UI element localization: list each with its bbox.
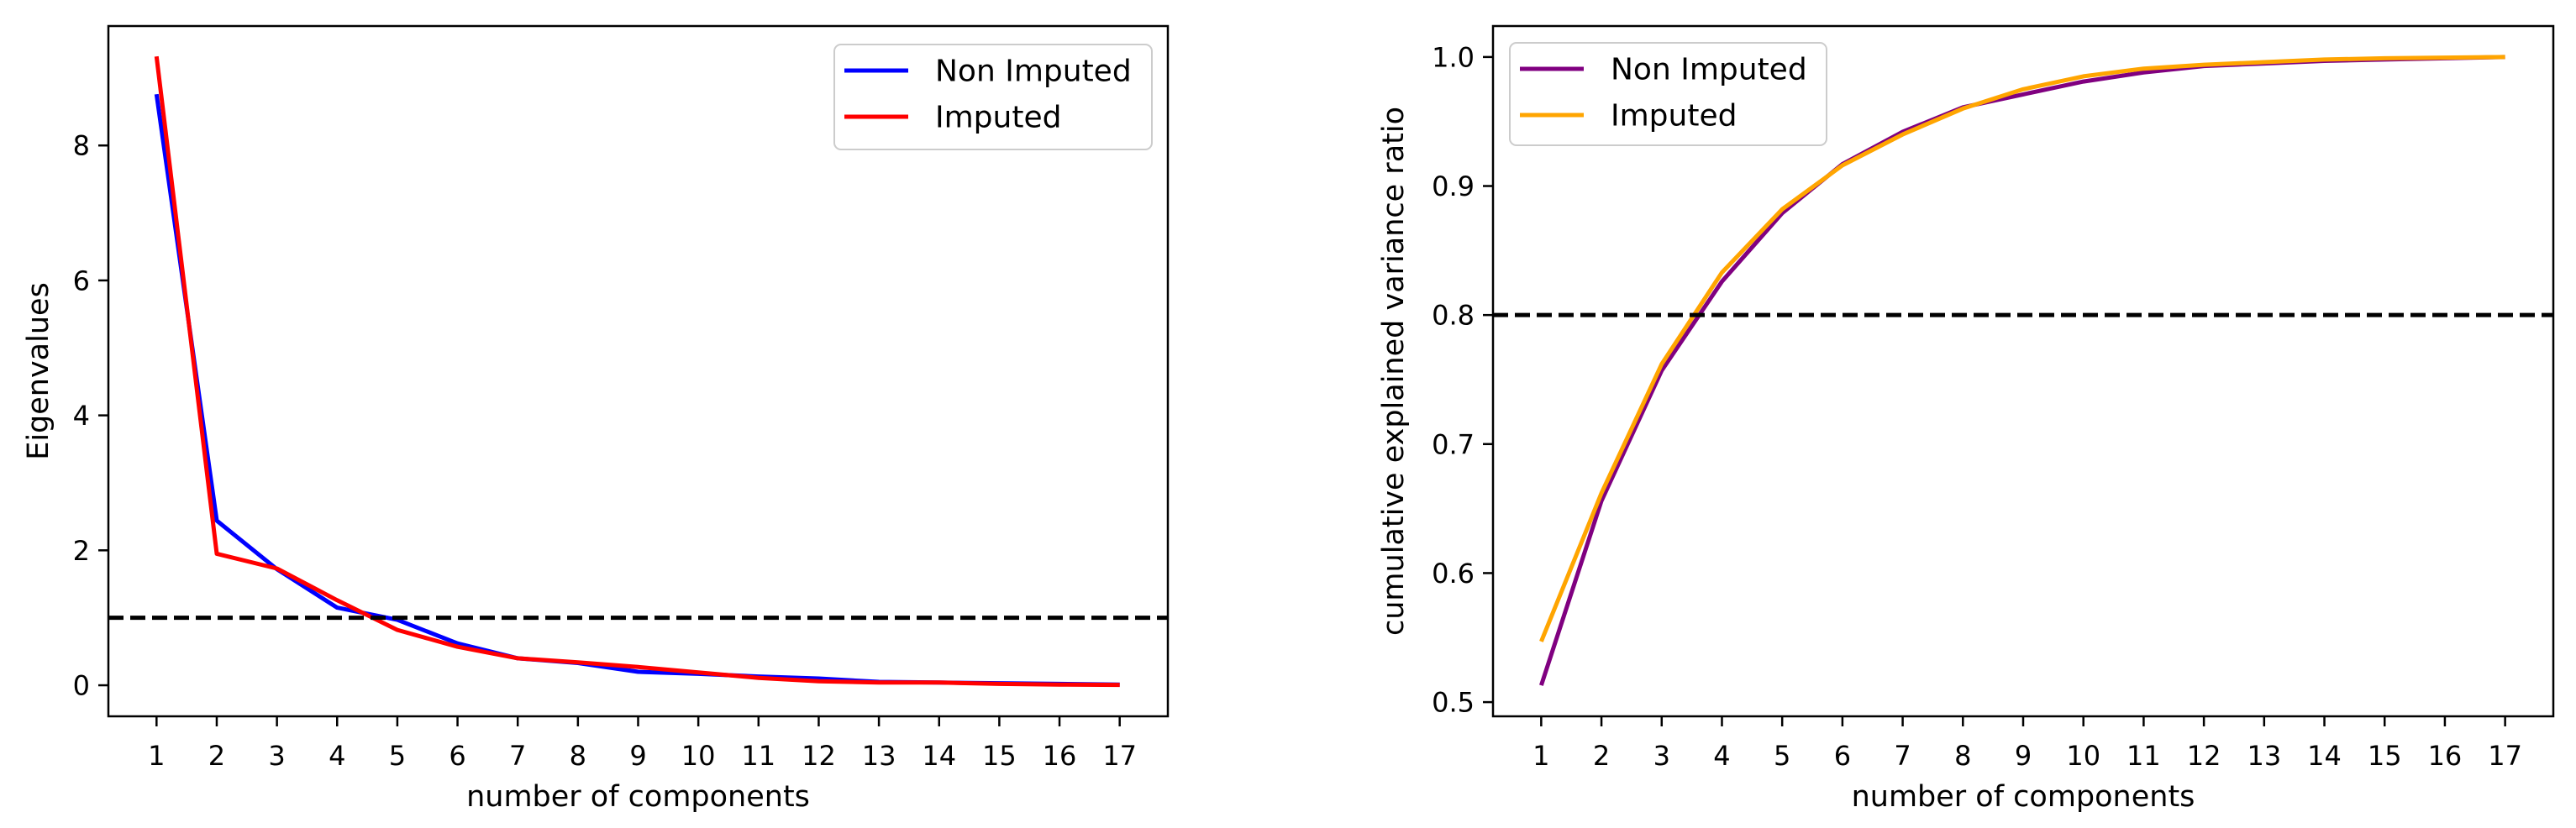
- x-tick-label: 7: [1894, 740, 1911, 772]
- x-tick-label: 12: [802, 740, 836, 772]
- x-tick-label: 11: [741, 740, 775, 772]
- x-tick-label: 4: [329, 740, 345, 772]
- legend-label-imputed: Imputed: [935, 101, 1061, 135]
- x-tick-label: 8: [570, 740, 586, 772]
- series-line-imputed: [1539, 55, 2505, 642]
- x-tick-label: 5: [1774, 740, 1790, 772]
- x-tick-label: 10: [2066, 740, 2100, 772]
- legend: Non Imputed Imputed: [1509, 42, 1827, 146]
- legend-box: [1509, 42, 1827, 146]
- y-tick-label: 6: [73, 265, 90, 296]
- x-tick-label: 14: [2307, 740, 2342, 772]
- x-tick-label: 4: [1713, 740, 1730, 772]
- y-tick-label: 0.8: [1432, 300, 1475, 332]
- y-tick-label: 0.6: [1432, 558, 1475, 590]
- x-tick-label: 13: [862, 740, 896, 772]
- legend: Non Imputed Imputed: [833, 44, 1153, 150]
- y-tick-label: 0: [73, 670, 90, 702]
- legend-label-non-imputed: Non Imputed: [1611, 53, 1807, 87]
- y-tick-label: 1.0: [1432, 41, 1475, 73]
- x-tick-label: 13: [2247, 740, 2281, 772]
- x-tick-label: 15: [2368, 740, 2402, 772]
- x-tick-label: 2: [208, 740, 225, 772]
- x-tick-label: 10: [681, 740, 716, 772]
- x-tick-label: 9: [629, 740, 646, 772]
- x-tick-label: 11: [2127, 740, 2161, 772]
- legend-box: [833, 44, 1153, 150]
- y-axis-label: cumulative explained variance ratio: [1377, 107, 1411, 636]
- x-tick-label: 1: [1532, 740, 1549, 772]
- x-axis-label: number of components: [1852, 780, 2195, 814]
- x-tick-label: 3: [1653, 740, 1670, 772]
- series-line-imputed: [154, 55, 1120, 688]
- x-tick-label: 2: [1593, 740, 1610, 772]
- x-tick-label: 17: [2488, 740, 2522, 772]
- legend-label-imputed: Imputed: [1611, 99, 1737, 134]
- x-tick-label: 6: [1834, 740, 1851, 772]
- x-tick-label: 9: [2015, 740, 2032, 772]
- x-tick-label: 14: [922, 740, 956, 772]
- y-tick-label: 0.7: [1432, 428, 1475, 460]
- x-tick-label: 5: [389, 740, 406, 772]
- x-tick-label: 1: [148, 740, 165, 772]
- y-tick-label: 2: [73, 535, 90, 567]
- y-tick-label: 0.9: [1432, 170, 1475, 202]
- y-tick-label: 0.5: [1432, 687, 1475, 719]
- x-tick-label: 16: [2428, 740, 2463, 772]
- x-tick-label: 3: [268, 740, 285, 772]
- x-tick-label: 8: [1954, 740, 1971, 772]
- cumulative-variance-chart: 1 2 3 4 5 6 7 8 9 10 11 12 13 14 15 16 170.50.60.70.80.9…: [1377, 24, 2555, 814]
- y-tick-label: 8: [73, 130, 90, 162]
- x-tick-label: 12: [2187, 740, 2221, 772]
- x-axis-label: number of components: [466, 780, 810, 814]
- x-tick-label: 17: [1102, 740, 1137, 772]
- legend-label-non-imputed: Non Imputed: [935, 55, 1132, 89]
- x-tick-label: 16: [1043, 740, 1077, 772]
- x-tick-label: 15: [982, 740, 1017, 772]
- x-tick-label: 6: [449, 740, 465, 772]
- y-tick-label: 4: [73, 400, 90, 432]
- x-tick-label: 7: [509, 740, 526, 772]
- y-axis-label: Eigenvalues: [22, 282, 55, 460]
